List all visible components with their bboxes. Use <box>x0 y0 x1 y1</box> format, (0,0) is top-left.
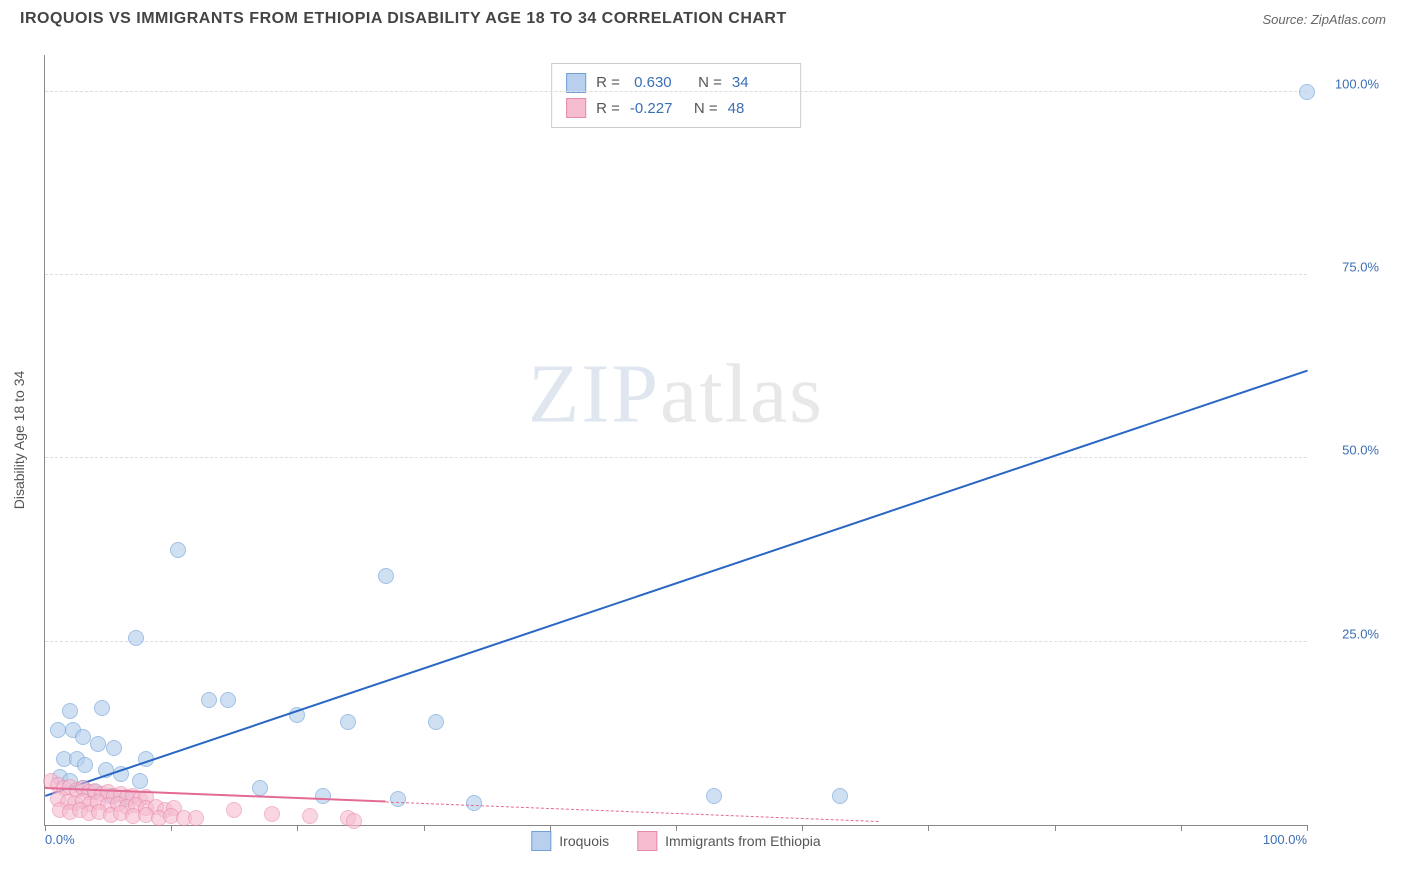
x-tick <box>928 825 929 831</box>
trendline <box>386 801 878 821</box>
n-value-ethiopia: 48 <box>728 96 782 122</box>
data-point <box>346 813 362 829</box>
data-point <box>264 806 280 822</box>
x-tick <box>676 825 677 831</box>
x-tick <box>297 825 298 831</box>
x-tick <box>424 825 425 831</box>
data-point <box>50 722 66 738</box>
chart-source: Source: ZipAtlas.com <box>1262 12 1386 27</box>
x-tick <box>1181 825 1182 831</box>
n-value-iroquois: 34 <box>732 70 786 96</box>
y-tick-label: 75.0% <box>1342 260 1379 275</box>
x-tick <box>1055 825 1056 831</box>
data-point <box>428 714 444 730</box>
data-point <box>302 808 318 824</box>
data-point <box>832 788 848 804</box>
data-point <box>94 700 110 716</box>
data-point <box>62 703 78 719</box>
watermark: ZIPatlas <box>528 345 824 442</box>
data-point <box>340 714 356 730</box>
data-point <box>1299 84 1315 100</box>
x-tick <box>1307 825 1308 831</box>
data-point <box>226 802 242 818</box>
x-tick-label: 0.0% <box>45 832 75 847</box>
trendline <box>45 369 1308 796</box>
legend-row-ethiopia: R =-0.227 N =48 <box>566 96 786 122</box>
legend-label-iroquois: Iroquois <box>559 833 609 849</box>
legend-row-iroquois: R = 0.630 N =34 <box>566 70 786 96</box>
gridline <box>45 91 1307 92</box>
series-legend: Iroquois Immigrants from Ethiopia <box>531 831 820 851</box>
gridline <box>45 457 1307 458</box>
chart-header: IROQUOIS VS IMMIGRANTS FROM ETHIOPIA DIS… <box>0 0 1406 32</box>
data-point <box>77 757 93 773</box>
r-value-ethiopia: -0.227 <box>630 96 684 122</box>
legend-item-ethiopia: Immigrants from Ethiopia <box>637 831 821 851</box>
legend-swatch-ethiopia <box>637 831 657 851</box>
data-point <box>128 630 144 646</box>
swatch-ethiopia <box>566 98 586 118</box>
y-tick-label: 50.0% <box>1342 443 1379 458</box>
legend-swatch-iroquois <box>531 831 551 851</box>
gridline <box>45 641 1307 642</box>
data-point <box>132 773 148 789</box>
y-axis-label: Disability Age 18 to 34 <box>11 371 27 510</box>
data-point <box>466 795 482 811</box>
data-point <box>378 568 394 584</box>
data-point <box>706 788 722 804</box>
r-value-iroquois: 0.630 <box>634 70 688 96</box>
data-point <box>315 788 331 804</box>
plot-area: ZIPatlas Disability Age 18 to 34 R = 0.6… <box>44 55 1307 826</box>
x-tick <box>802 825 803 831</box>
gridline <box>45 274 1307 275</box>
data-point <box>390 791 406 807</box>
data-point <box>252 780 268 796</box>
x-tick <box>171 825 172 831</box>
data-point <box>201 692 217 708</box>
data-point <box>106 740 122 756</box>
y-tick-label: 100.0% <box>1335 76 1379 91</box>
chart-title: IROQUOIS VS IMMIGRANTS FROM ETHIOPIA DIS… <box>20 10 787 28</box>
legend-item-iroquois: Iroquois <box>531 831 609 851</box>
correlation-legend: R = 0.630 N =34 R =-0.227 N =48 <box>551 63 801 128</box>
x-tick <box>45 825 46 831</box>
legend-label-ethiopia: Immigrants from Ethiopia <box>665 833 821 849</box>
data-point <box>90 736 106 752</box>
data-point <box>188 810 204 826</box>
data-point <box>170 542 186 558</box>
y-tick-label: 25.0% <box>1342 626 1379 641</box>
x-tick <box>550 825 551 831</box>
chart-container: ZIPatlas Disability Age 18 to 34 R = 0.6… <box>44 55 1384 825</box>
x-tick-label: 100.0% <box>1263 832 1307 847</box>
data-point <box>220 692 236 708</box>
data-point <box>75 729 91 745</box>
